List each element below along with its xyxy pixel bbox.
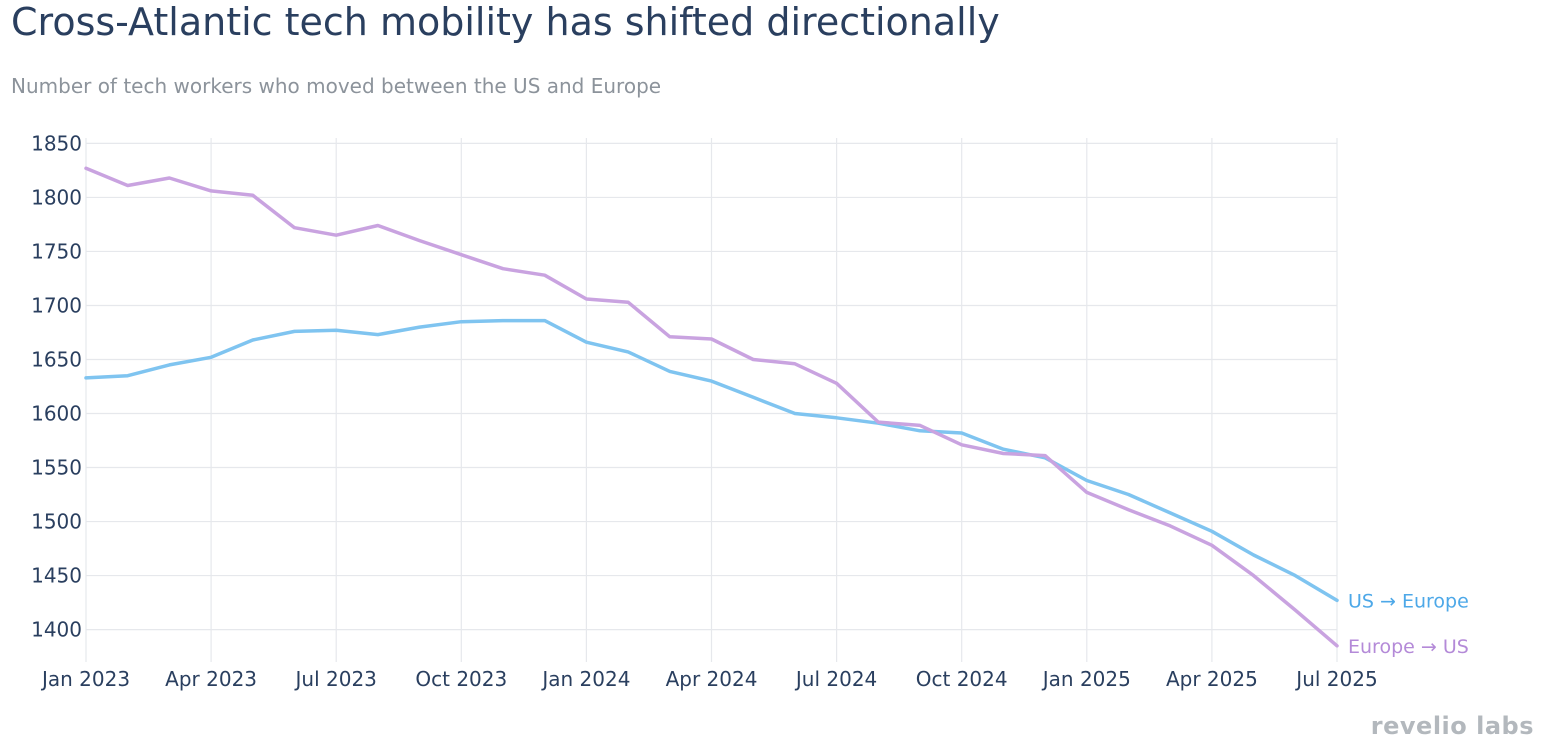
x-tick-label: Jan 2023 bbox=[40, 667, 130, 691]
x-tick-label: Oct 2024 bbox=[916, 667, 1008, 691]
y-tick-label: 1500 bbox=[31, 510, 82, 534]
x-tick-label: Apr 2023 bbox=[165, 667, 257, 691]
series-label-europe-to-us: Europe → US bbox=[1348, 636, 1469, 658]
revelio-labs-logo: revelio labs bbox=[1370, 712, 1534, 740]
y-axis-ticks: 1850 1800 1750 1700 1650 1600 1550 1500 1450 1400 bbox=[31, 131, 82, 641]
chart-subtitle: Number of tech workers who moved between… bbox=[11, 74, 662, 98]
y-tick-label: 1800 bbox=[31, 185, 82, 209]
y-tick-label: 1600 bbox=[31, 402, 82, 426]
y-tick-label: 1550 bbox=[31, 456, 82, 480]
y-tick-label: 1700 bbox=[31, 293, 82, 317]
x-tick-label: Jul 2025 bbox=[1294, 667, 1377, 691]
y-tick-label: 1850 bbox=[31, 131, 82, 155]
y-tick-label: 1750 bbox=[31, 239, 82, 263]
series-lines bbox=[84, 166, 1339, 648]
chart-title: Cross-Atlantic tech mobility has shifted… bbox=[11, 0, 1000, 44]
y-tick-label: 1400 bbox=[31, 618, 82, 642]
x-axis-ticks: Jan 2023 Apr 2023 Jul 2023 Oct 2023 Jan 2024… bbox=[40, 667, 1378, 691]
x-tick-label: Apr 2025 bbox=[1166, 667, 1258, 691]
series-line-us-to-europe bbox=[84, 318, 1339, 603]
series-label-us-to-europe: US → Europe bbox=[1348, 590, 1469, 612]
x-tick-label: Jul 2024 bbox=[794, 667, 877, 691]
grid bbox=[85, 138, 1338, 662]
x-tick-label: Apr 2024 bbox=[666, 667, 758, 691]
x-tick-label: Oct 2023 bbox=[415, 667, 507, 691]
series-labels: US → Europe Europe → US bbox=[1348, 590, 1469, 657]
x-tick-label: Jan 2024 bbox=[540, 667, 630, 691]
series-line-europe-to-us bbox=[84, 166, 1339, 648]
y-tick-label: 1450 bbox=[31, 564, 82, 588]
y-tick-label: 1650 bbox=[31, 347, 82, 371]
x-tick-label: Jul 2023 bbox=[294, 667, 377, 691]
x-tick-label: Jan 2025 bbox=[1041, 667, 1131, 691]
